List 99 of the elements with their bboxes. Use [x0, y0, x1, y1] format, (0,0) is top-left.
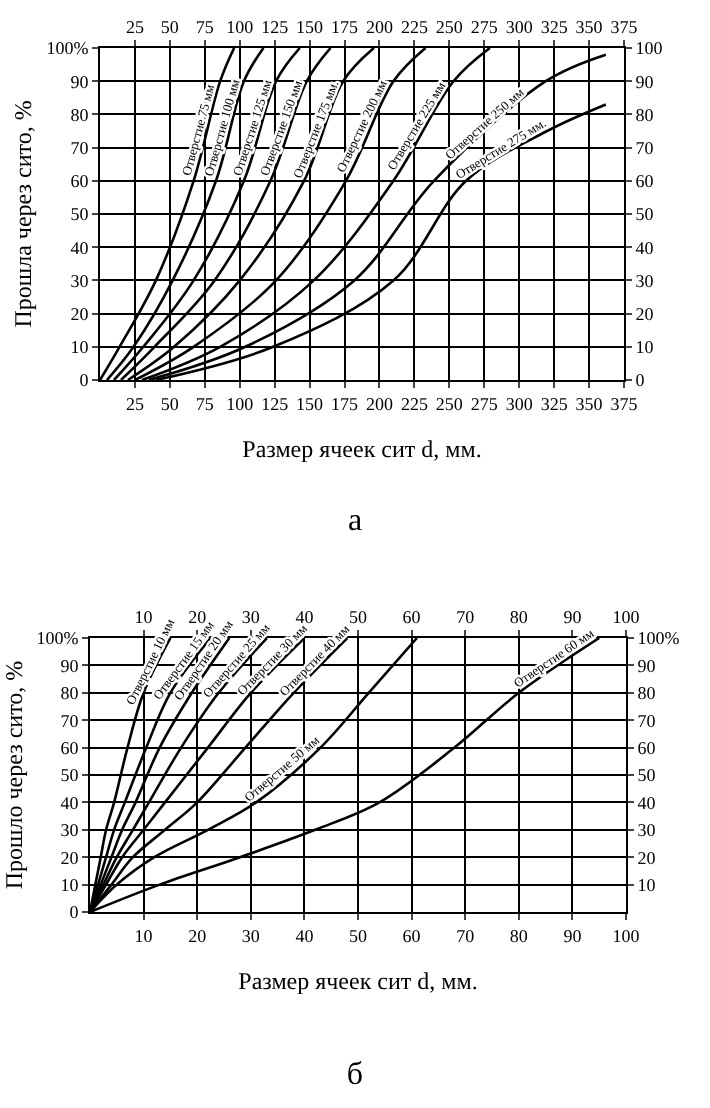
- x-tick-label: 200: [365, 16, 394, 37]
- y-tick-label: 50: [70, 204, 90, 225]
- x-tick-label: 40: [295, 606, 315, 627]
- x2-tick-label: 375: [610, 393, 639, 414]
- x2-tick-label: 350: [575, 393, 604, 414]
- x2-tick-label: 10: [134, 925, 154, 946]
- y-tick-label: 100%: [46, 38, 90, 59]
- y2-tick-label: 40: [637, 792, 657, 813]
- x-tick-label: 20: [188, 606, 208, 627]
- x2-tick-label: 70: [456, 925, 476, 946]
- x-tick-label: 60: [402, 606, 422, 627]
- x-tick-label: 80: [509, 606, 529, 627]
- y-tick-label: 20: [70, 303, 90, 324]
- y-tick-label: 0: [69, 902, 80, 923]
- y2-tick-label: 60: [635, 171, 655, 192]
- x2-tick-label: 60: [402, 925, 422, 946]
- y-tick-label: 50: [60, 765, 80, 786]
- y-tick-label: 30: [70, 270, 90, 291]
- y-tick-label: 100%: [36, 628, 80, 649]
- y-tick-label: 10: [70, 337, 90, 358]
- y-tick-label: 90: [60, 655, 80, 676]
- x2-tick-label: 175: [331, 393, 360, 414]
- y-tick-label: 40: [60, 792, 80, 813]
- x2-tick-label: 325: [540, 393, 569, 414]
- y2-tick-label: 10: [635, 337, 655, 358]
- y-tick-label: 70: [70, 137, 90, 158]
- text: а: [347, 504, 363, 538]
- y-tick-label: 70: [60, 710, 80, 731]
- x2-tick-label: 275: [470, 393, 499, 414]
- x-tick-label: 125: [261, 16, 290, 37]
- x-axis-title: Размер ячеек сит d, мм.: [242, 435, 482, 464]
- x2-tick-label: 90: [563, 925, 583, 946]
- y2-tick-label: 80: [637, 683, 657, 704]
- y-tick-label: 30: [60, 820, 80, 841]
- y-tick-label: 0: [79, 370, 90, 391]
- y2-tick-label: 70: [637, 710, 657, 731]
- y2-tick-label: 10: [637, 874, 657, 895]
- y-tick-label: 10: [60, 874, 80, 895]
- x-tick-label: 75: [195, 16, 215, 37]
- x-tick-label: 90: [563, 606, 583, 627]
- x2-tick-label: 300: [505, 393, 534, 414]
- x-tick-label: 325: [540, 16, 569, 37]
- y-axis-title: Прошло через сито, %: [0, 660, 28, 890]
- y2-tick-label: 100: [635, 38, 664, 59]
- y2-tick-label: 20: [635, 303, 655, 324]
- x-tick-label: 250: [435, 16, 464, 37]
- x2-tick-label: 80: [509, 925, 529, 946]
- x-tick-label: 150: [296, 16, 325, 37]
- x-tick-label: 100: [226, 16, 255, 37]
- x-tick-label: 100: [612, 606, 641, 627]
- y-tick-label: 60: [60, 737, 80, 758]
- x-tick-label: 350: [575, 16, 604, 37]
- x2-tick-label: 100: [612, 925, 641, 946]
- y-tick-label: 80: [60, 683, 80, 704]
- x2-tick-label: 40: [295, 925, 315, 946]
- x-tick-label: 225: [400, 16, 429, 37]
- y-axis-title: Прошла через сито, %: [9, 100, 37, 328]
- x-tick-label: 70: [456, 606, 476, 627]
- y2-tick-label: 20: [637, 847, 657, 868]
- x-axis-title: Размер ячеек сит d, мм.: [238, 967, 478, 996]
- x2-tick-label: 100: [226, 393, 255, 414]
- x-tick-label: 175: [331, 16, 360, 37]
- x2-tick-label: 25: [125, 393, 145, 414]
- x2-tick-label: 30: [241, 925, 261, 946]
- x2-tick-label: 150: [296, 393, 325, 414]
- x-tick-label: 25: [125, 16, 145, 37]
- x2-tick-label: 225: [400, 393, 429, 414]
- x2-tick-label: 125: [261, 393, 290, 414]
- y2-tick-label: 70: [635, 137, 655, 158]
- y2-tick-label: 30: [635, 270, 655, 291]
- x2-tick-label: 200: [365, 393, 394, 414]
- y-tick-label: 40: [70, 237, 90, 258]
- text: б: [346, 1058, 364, 1092]
- y2-tick-label: 50: [635, 204, 655, 225]
- y2-tick-label: 0: [635, 370, 646, 391]
- x-tick-label: 50: [349, 606, 368, 627]
- x2-tick-label: 75: [195, 393, 215, 414]
- y2-tick-label: 60: [637, 737, 657, 758]
- x-tick-label: 275: [470, 16, 499, 37]
- y-tick-label: 80: [70, 104, 90, 125]
- y2-tick-label: 30: [637, 820, 657, 841]
- x2-tick-label: 50: [160, 393, 180, 414]
- x-tick-label: 30: [241, 606, 261, 627]
- y2-tick-label: 50: [637, 765, 657, 786]
- y2-tick-label: 40: [635, 237, 655, 258]
- y2-tick-label: 90: [635, 71, 655, 92]
- x-tick-label: 10: [134, 606, 154, 627]
- y2-tick-label: 80: [635, 104, 655, 125]
- x2-tick-label: 250: [435, 393, 464, 414]
- x-tick-label: 300: [505, 16, 534, 37]
- x2-tick-label: 50: [349, 925, 368, 946]
- x-tick-label: 50: [160, 16, 180, 37]
- y-tick-label: 60: [70, 171, 90, 192]
- y2-tick-label: 90: [637, 655, 657, 676]
- x-tick-label: 375: [610, 16, 639, 37]
- y2-tick-label: 100%: [637, 628, 681, 649]
- x2-tick-label: 20: [188, 925, 208, 946]
- y-tick-label: 90: [70, 71, 90, 92]
- y-tick-label: 20: [60, 847, 80, 868]
